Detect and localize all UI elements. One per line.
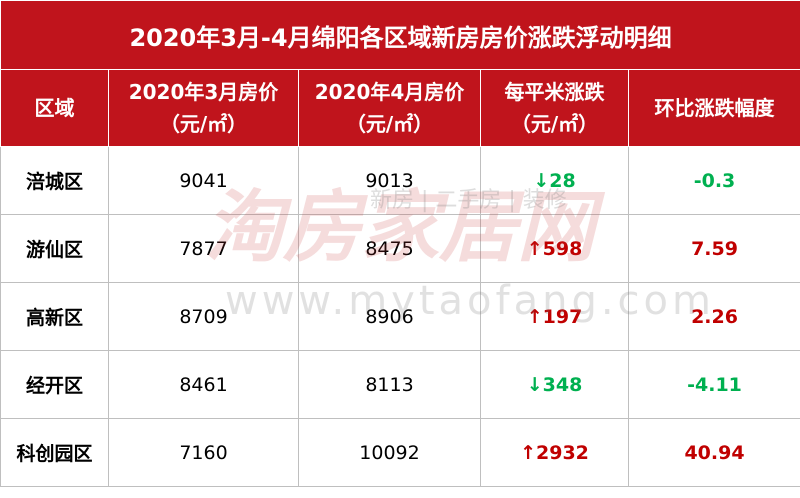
table-cell: 8475 — [298, 214, 481, 283]
table-cell: 7.59 — [627, 214, 800, 283]
table-row: 游仙区 7877 8475 ↑598 7.59 — [0, 214, 800, 283]
table-cell: 7877 — [108, 214, 299, 283]
table-cell: 9013 — [298, 146, 481, 215]
table-cell: -0.3 — [627, 146, 800, 215]
table-cell: 涪城区 — [0, 146, 109, 215]
table-cell: 9041 — [108, 146, 299, 215]
table-cell: 7160 — [108, 418, 299, 487]
header-line: （元/㎡） — [510, 112, 599, 136]
header-line: 2020年3月房价 — [128, 80, 279, 104]
column-header: 区域 — [0, 69, 109, 147]
table-cell: ↑2932 — [480, 418, 629, 487]
table-cell: 2.26 — [627, 282, 800, 351]
table-row: 高新区 8709 8906 ↑197 2.26 — [0, 282, 800, 351]
table-cell: 8461 — [108, 350, 299, 419]
table-cell: 科创园区 — [0, 418, 109, 487]
column-header: 环比涨跌幅度 — [627, 69, 800, 147]
table-cell: 8906 — [298, 282, 481, 351]
header-line: （元/㎡） — [159, 112, 248, 136]
table-cell: ↓28 — [480, 146, 629, 215]
header-line: 环比涨跌幅度 — [654, 96, 775, 120]
table-row: 经开区 8461 8113 ↓348 -4.11 — [0, 350, 800, 419]
table-cell: ↑197 — [480, 282, 629, 351]
column-header: 2020年4月房价 （元/㎡） — [298, 69, 481, 147]
header-line: 每平米涨跌 — [504, 80, 605, 104]
table-cell: ↓348 — [480, 350, 629, 419]
header-line: 区域 — [34, 96, 75, 120]
table-cell: ↑598 — [480, 214, 629, 283]
price-table: 2020年3月-4月绵阳各区域新房房价涨跌浮动明细 区域 2020年3月房价 （元/… — [0, 0, 800, 487]
table-cell: 游仙区 — [0, 214, 109, 283]
column-header: 每平米涨跌 （元/㎡） — [480, 69, 629, 147]
column-header: 2020年3月房价 （元/㎡） — [108, 69, 299, 147]
header-line: 2020年4月房价 — [314, 80, 465, 104]
table-cell: 40.94 — [627, 418, 800, 487]
table-row: 涪城区 9041 9013 ↓28 -0.3 — [0, 146, 800, 215]
table-cell: 8113 — [298, 350, 481, 419]
table-cell: -4.11 — [627, 350, 800, 419]
table-cell: 8709 — [108, 282, 299, 351]
table-cell: 经开区 — [0, 350, 109, 419]
table-cell: 高新区 — [0, 282, 109, 351]
header-line: （元/㎡） — [345, 112, 434, 136]
table-title: 2020年3月-4月绵阳各区域新房房价涨跌浮动明细 — [0, 0, 800, 70]
table-cell: 10092 — [298, 418, 481, 487]
table-row: 科创园区 7160 10092 ↑2932 40.94 — [0, 418, 800, 487]
